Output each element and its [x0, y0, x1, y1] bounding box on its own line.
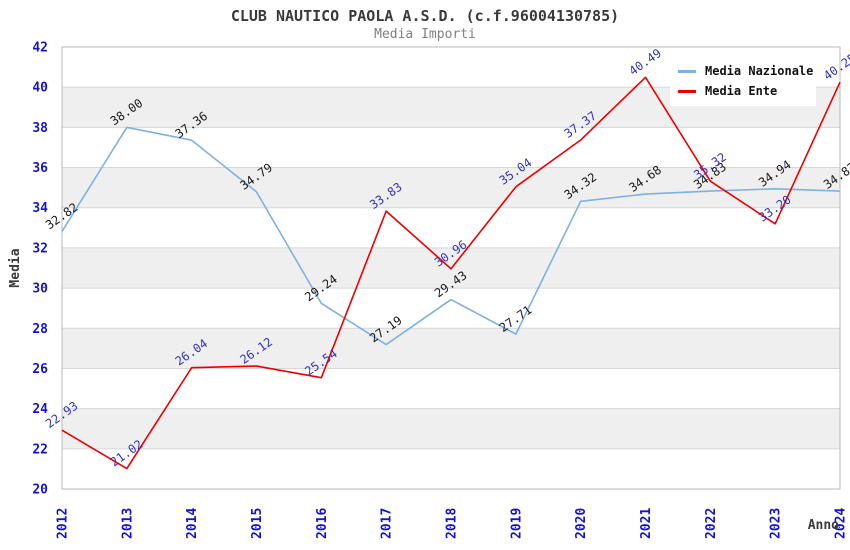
- y-axis-title: Media: [8, 248, 23, 287]
- x-tick-label: 2020: [574, 508, 589, 539]
- legend-line-swatch-icon: [678, 69, 696, 73]
- x-tick-label: 2019: [509, 508, 524, 539]
- plot-band: [62, 408, 840, 449]
- plot-band: [62, 127, 840, 168]
- plot-band: [62, 328, 840, 369]
- legend-label: Media Nazionale: [705, 64, 814, 78]
- x-tick-label: 2018: [445, 508, 460, 539]
- y-tick-label: 42: [32, 41, 48, 56]
- y-tick-label: 36: [32, 161, 48, 176]
- legend-item-media-nazionale: Media Nazionale: [678, 61, 813, 81]
- x-tick-label: 2017: [380, 508, 395, 539]
- y-tick-label: 24: [32, 402, 48, 417]
- y-tick-label: 22: [32, 442, 48, 457]
- x-tick-label: 2023: [769, 508, 784, 539]
- x-tick-label: 2012: [56, 508, 71, 539]
- series-line-media-nazionale: [61, 126, 841, 346]
- x-tick-label: 2013: [120, 508, 135, 539]
- plot-band: [62, 288, 840, 329]
- x-tick-label: 2024: [834, 508, 849, 539]
- x-tick-label: 2022: [704, 508, 719, 539]
- chart-title: CLUB NAUTICO PAOLA A.S.D. (c.f.960041307…: [230, 7, 620, 25]
- plot-band: [62, 368, 840, 409]
- y-tick-label: 26: [32, 362, 48, 377]
- y-tick-label: 32: [32, 241, 48, 256]
- y-tick-label: 34: [32, 201, 48, 216]
- plot-border: [61, 46, 841, 490]
- y-tick-label: 28: [32, 322, 48, 337]
- x-tick-label: 2016: [315, 508, 330, 539]
- chart-subtitle: Media Importi: [374, 27, 476, 42]
- legend-item-media-ente: Media Ente: [678, 81, 808, 101]
- plot-band: [62, 167, 840, 208]
- y-tick-label: 38: [32, 121, 48, 136]
- x-axis-title: Anno: [808, 518, 839, 533]
- x-tick-label: 2021: [639, 508, 654, 539]
- legend-label: Media Ente: [705, 84, 778, 98]
- chart-legend: Media Nazionale Media Ente: [670, 56, 816, 106]
- y-tick-label: 30: [32, 282, 48, 297]
- plot-band: [62, 207, 840, 248]
- y-tick-label: 40: [32, 81, 48, 96]
- series-line-media-ente: [61, 76, 841, 470]
- y-tick-label: 20: [32, 483, 48, 498]
- x-tick-label: 2014: [185, 508, 200, 539]
- plot-band: [62, 448, 840, 489]
- legend-line-swatch-icon: [678, 89, 696, 93]
- x-tick-label: 2015: [250, 508, 265, 539]
